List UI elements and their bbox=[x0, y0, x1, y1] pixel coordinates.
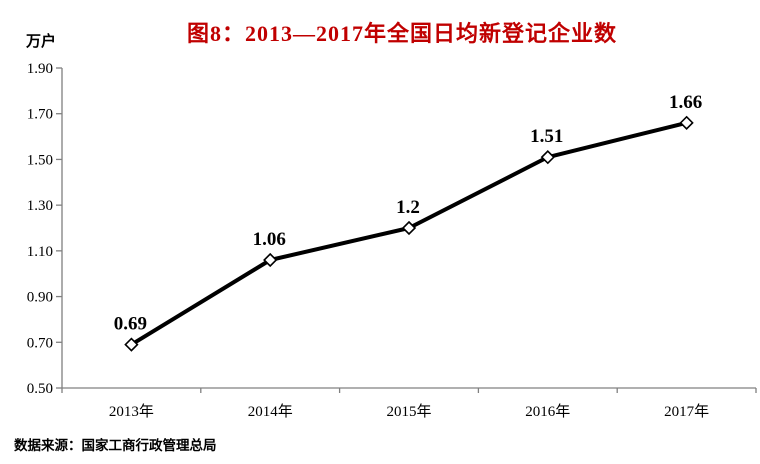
data-point-marker bbox=[263, 252, 278, 268]
chart-title: 图8：2013—2017年全国日均新登记企业数 bbox=[186, 21, 617, 46]
y-tick-label: 1.70 bbox=[27, 107, 53, 123]
y-tick-label: 1.90 bbox=[27, 61, 53, 77]
x-category-label: 2016年 bbox=[525, 403, 570, 420]
data-point-label: 1.66 bbox=[669, 92, 702, 113]
y-tick-label: 0.90 bbox=[27, 290, 53, 306]
data-point-marker bbox=[540, 150, 555, 165]
y-tick-label: 1.50 bbox=[27, 152, 53, 168]
data-point-label: 1.06 bbox=[253, 229, 286, 250]
y-tick-label: 0.70 bbox=[27, 335, 53, 351]
x-category-label: 2015年 bbox=[386, 403, 431, 420]
data-point-label: 1.51 bbox=[530, 126, 563, 147]
x-category-label: 2014年 bbox=[248, 403, 293, 420]
x-category-label: 2013年 bbox=[109, 403, 154, 420]
y-axis-unit-label: 万户 bbox=[26, 33, 57, 50]
data-point-label: 1.2 bbox=[396, 197, 420, 218]
x-category-label: 2017年 bbox=[664, 403, 709, 420]
y-tick-label: 0.50 bbox=[27, 381, 53, 397]
data-point-marker bbox=[124, 337, 139, 352]
data-source-note: 数据来源：国家工商行政管理总局 bbox=[14, 438, 217, 453]
y-tick-label: 1.30 bbox=[27, 198, 53, 214]
y-tick-label: 1.10 bbox=[27, 244, 53, 260]
data-point-label: 0.69 bbox=[114, 314, 147, 335]
data-point-marker bbox=[401, 220, 417, 236]
data-point-marker bbox=[679, 115, 694, 130]
